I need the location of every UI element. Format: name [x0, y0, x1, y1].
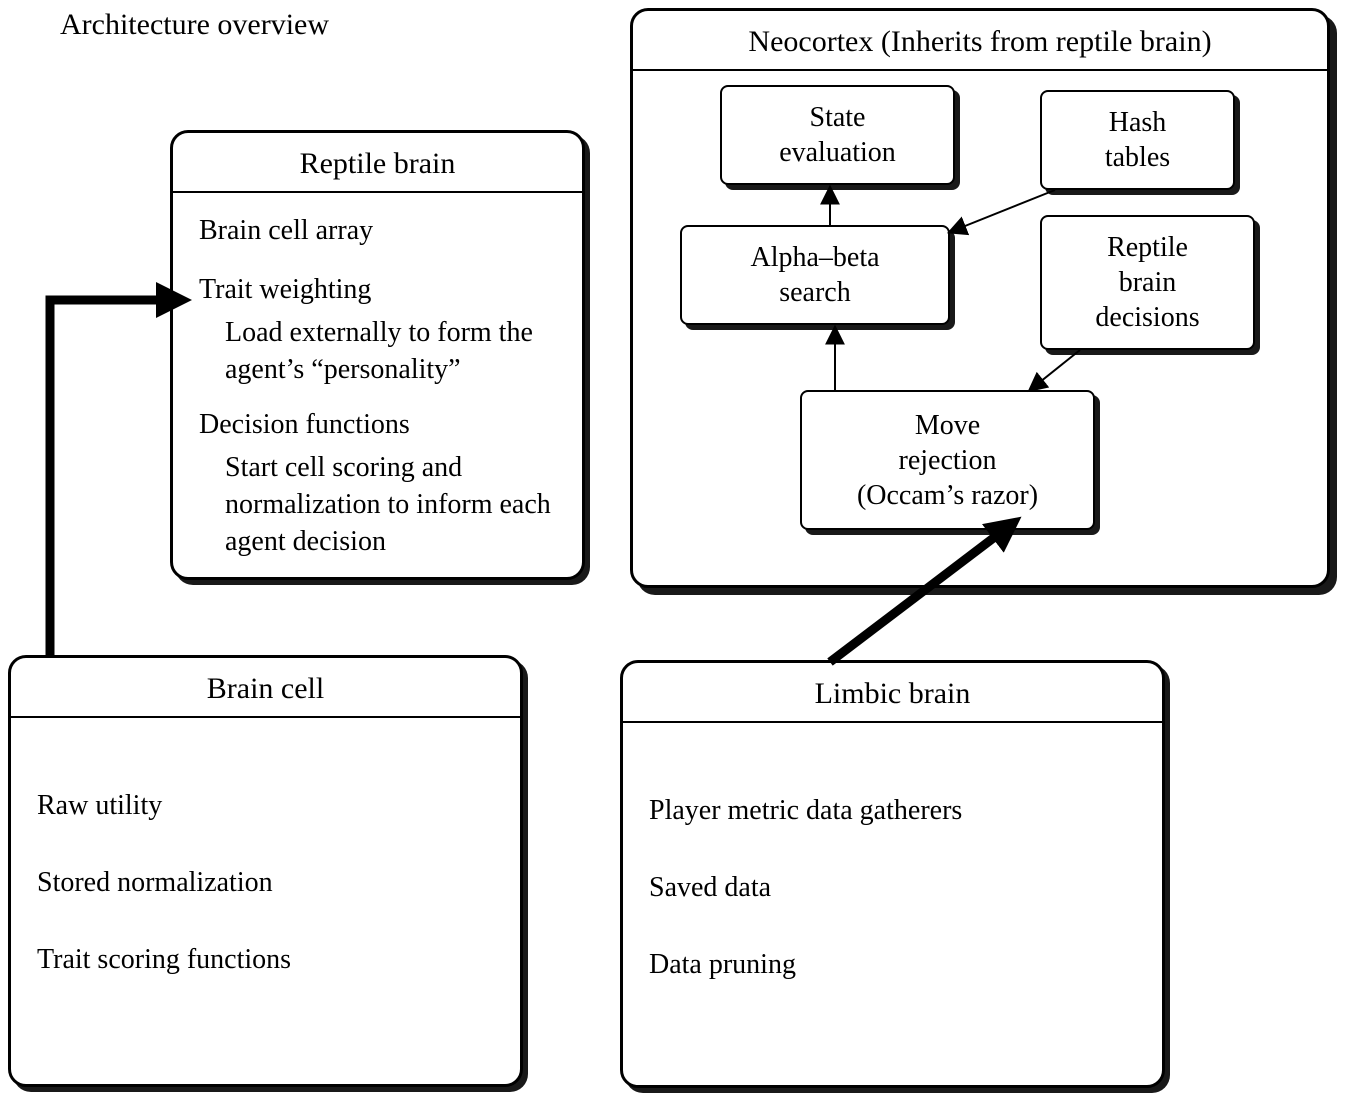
box-reptile-brain-body: Brain cell array Trait weighting Load ex…	[173, 193, 582, 587]
reptile-item-2-sub: Start cell scoring and normalization to …	[225, 450, 560, 561]
box-limbic-brain: Limbic brain Player metric data gatherer…	[620, 660, 1165, 1088]
box-brain-cell-body: Raw utility Stored normalization Trait s…	[11, 718, 520, 1033]
box-reptile-brain-title: Reptile brain	[173, 133, 582, 193]
box-brain-cell-title: Brain cell	[11, 658, 520, 718]
box-neocortex-title: Neocortex (Inherits from reptile brain)	[633, 11, 1327, 71]
arrow-braincell-to-reptile	[50, 300, 165, 655]
reptile-item-1: Trait weighting	[199, 272, 560, 309]
reptile-item-1-sub: Load externally to form the agent’s “per…	[225, 315, 560, 389]
reptile-item-2: Decision functions	[199, 407, 560, 444]
inner-move-rejection-label: Move rejection (Occam’s razor)	[802, 392, 1093, 528]
inner-alpha-beta-label: Alpha–beta search	[682, 227, 948, 323]
braincell-item-2: Trait scoring functions	[37, 942, 498, 979]
limbic-item-0: Player metric data gatherers	[649, 793, 1140, 830]
box-brain-cell: Brain cell Raw utility Stored normalizat…	[8, 655, 523, 1087]
reptile-item-0: Brain cell array	[199, 213, 560, 250]
page-title: Architecture overview	[60, 8, 329, 42]
limbic-item-1: Saved data	[649, 870, 1140, 907]
braincell-item-1: Stored normalization	[37, 865, 498, 902]
limbic-item-2: Data pruning	[649, 947, 1140, 984]
inner-state-evaluation: State evaluation	[720, 85, 955, 185]
inner-alpha-beta: Alpha–beta search	[680, 225, 950, 325]
inner-hash-tables-label: Hash tables	[1042, 92, 1233, 188]
braincell-item-0: Raw utility	[37, 788, 498, 825]
box-reptile-brain: Reptile brain Brain cell array Trait wei…	[170, 130, 585, 580]
inner-state-evaluation-label: State evaluation	[722, 87, 953, 183]
inner-hash-tables: Hash tables	[1040, 90, 1235, 190]
box-limbic-brain-body: Player metric data gatherers Saved data …	[623, 723, 1162, 1038]
inner-reptile-decisions: Reptile brain decisions	[1040, 215, 1255, 350]
inner-reptile-decisions-label: Reptile brain decisions	[1042, 217, 1253, 348]
box-limbic-brain-title: Limbic brain	[623, 663, 1162, 723]
inner-move-rejection: Move rejection (Occam’s razor)	[800, 390, 1095, 530]
